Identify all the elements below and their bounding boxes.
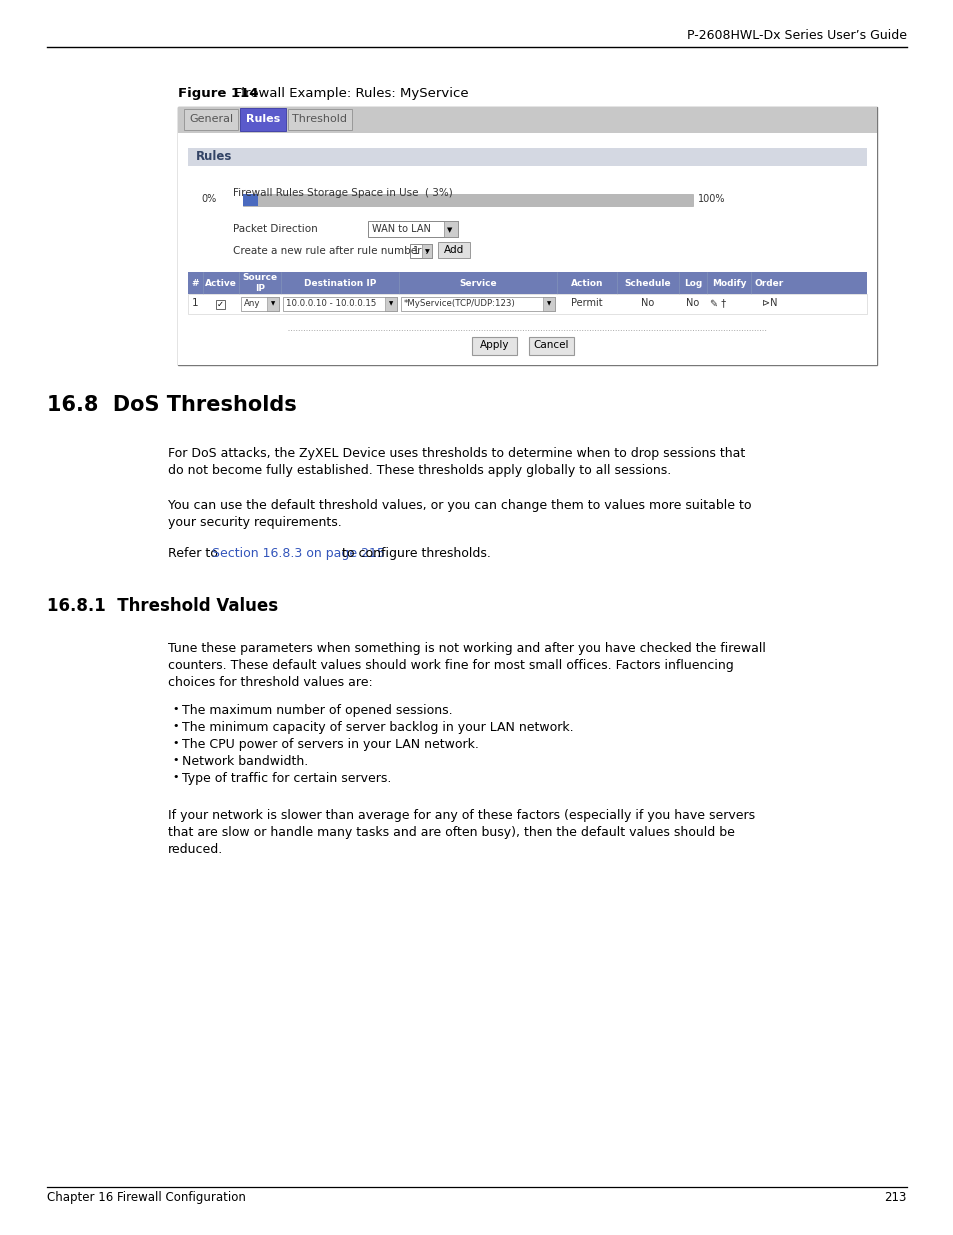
Text: ▼: ▼ xyxy=(271,301,274,306)
Text: You can use the default threshold values, or you can change them to values more : You can use the default threshold values… xyxy=(168,499,751,513)
Text: do not become fully established. These thresholds apply globally to all sessions: do not become fully established. These t… xyxy=(168,464,671,477)
Bar xyxy=(410,245,432,258)
Text: Refer to: Refer to xyxy=(168,547,222,559)
Text: 10.0.0.10 - 10.0.0.15: 10.0.0.10 - 10.0.0.15 xyxy=(286,299,376,308)
Text: Section 16.8.3 on page 215: Section 16.8.3 on page 215 xyxy=(212,547,384,559)
Text: Apply: Apply xyxy=(479,340,509,350)
Text: Any: Any xyxy=(244,299,260,308)
Text: Firewall Example: Rules: MyService: Firewall Example: Rules: MyService xyxy=(222,86,468,100)
Text: No: No xyxy=(685,298,699,308)
Text: Log: Log xyxy=(683,279,701,288)
Bar xyxy=(421,245,432,258)
Bar xyxy=(542,296,555,311)
Bar xyxy=(368,221,457,237)
Bar xyxy=(283,296,396,311)
Bar xyxy=(215,300,225,309)
Text: The CPU power of servers in your LAN network.: The CPU power of servers in your LAN net… xyxy=(182,739,478,751)
Text: No: No xyxy=(640,298,654,308)
Bar xyxy=(178,107,876,366)
Bar xyxy=(243,194,257,206)
Text: The minimum capacity of server backlog in your LAN network.: The minimum capacity of server backlog i… xyxy=(182,721,573,734)
Text: 0%: 0% xyxy=(201,194,216,204)
Text: Destination IP: Destination IP xyxy=(303,279,375,288)
Text: ▼: ▼ xyxy=(546,301,551,306)
Text: Rules: Rules xyxy=(246,114,280,124)
Text: For DoS attacks, the ZyXEL Device uses thresholds to determine when to drop sess: For DoS attacks, the ZyXEL Device uses t… xyxy=(168,447,744,459)
Text: 16.8  DoS Thresholds: 16.8 DoS Thresholds xyxy=(47,395,296,415)
Text: Rules: Rules xyxy=(195,149,233,163)
Text: your security requirements.: your security requirements. xyxy=(168,516,341,529)
Text: •: • xyxy=(172,739,178,748)
Text: If your network is slower than average for any of these factors (especially if y: If your network is slower than average f… xyxy=(168,809,755,823)
Text: Source
IP: Source IP xyxy=(242,273,277,293)
Text: Figure 114: Figure 114 xyxy=(178,86,258,100)
Bar xyxy=(437,242,470,258)
Text: ⊳N: ⊳N xyxy=(760,298,777,308)
Text: Create a new rule after rule number :: Create a new rule after rule number : xyxy=(233,246,428,256)
Text: Modify: Modify xyxy=(711,279,745,288)
Bar xyxy=(472,337,517,354)
Bar xyxy=(178,107,876,133)
Bar xyxy=(443,221,457,237)
Text: 100%: 100% xyxy=(698,194,724,204)
Text: Threshold: Threshold xyxy=(293,114,347,124)
Text: Order: Order xyxy=(754,279,783,288)
Text: 1: 1 xyxy=(192,298,198,308)
Text: *MyService(TCP/UDP:123): *MyService(TCP/UDP:123) xyxy=(403,299,516,308)
Bar xyxy=(385,296,396,311)
Text: 16.8.1  Threshold Values: 16.8.1 Threshold Values xyxy=(47,597,278,615)
Text: Firewall Rules Storage Space in Use  ( 3%): Firewall Rules Storage Space in Use ( 3%… xyxy=(233,188,453,198)
Text: Active: Active xyxy=(205,279,236,288)
Text: that are slow or handle many tasks and are often busy), then the default values : that are slow or handle many tasks and a… xyxy=(168,826,734,839)
Text: ✓: ✓ xyxy=(216,300,224,309)
Bar xyxy=(178,133,876,366)
Text: to configure thresholds.: to configure thresholds. xyxy=(337,547,490,559)
Text: choices for threshold values are:: choices for threshold values are: xyxy=(168,676,373,689)
Bar xyxy=(267,296,278,311)
Text: General: General xyxy=(189,114,233,124)
Text: #: # xyxy=(192,279,199,288)
Bar xyxy=(529,337,574,354)
Bar xyxy=(400,296,555,311)
Bar xyxy=(241,296,278,311)
Bar xyxy=(243,194,692,206)
Text: Add: Add xyxy=(443,245,464,254)
Text: Schedule: Schedule xyxy=(624,279,671,288)
Text: ▼: ▼ xyxy=(424,249,429,254)
Text: counters. These default values should work fine for most small offices. Factors : counters. These default values should wo… xyxy=(168,659,733,672)
Text: Service: Service xyxy=(458,279,497,288)
Bar xyxy=(288,109,352,130)
Text: Tune these parameters when something is not working and after you have checked t: Tune these parameters when something is … xyxy=(168,642,765,655)
Text: reduced.: reduced. xyxy=(168,844,223,856)
Text: Network bandwidth.: Network bandwidth. xyxy=(182,755,308,768)
Text: ▼: ▼ xyxy=(389,301,393,306)
Text: Action: Action xyxy=(570,279,602,288)
Text: 1: 1 xyxy=(413,246,418,256)
Text: •: • xyxy=(172,704,178,714)
Text: 213: 213 xyxy=(883,1191,906,1204)
Text: ▼: ▼ xyxy=(447,227,453,233)
Text: •: • xyxy=(172,755,178,764)
Text: Packet Direction: Packet Direction xyxy=(233,224,317,233)
Text: Permit: Permit xyxy=(571,298,602,308)
Bar xyxy=(240,107,286,131)
Text: WAN to LAN: WAN to LAN xyxy=(372,224,431,233)
Text: ✎ †: ✎ † xyxy=(709,298,725,308)
Bar xyxy=(188,148,866,165)
Text: The maximum number of opened sessions.: The maximum number of opened sessions. xyxy=(182,704,452,718)
Text: Cancel: Cancel xyxy=(533,340,569,350)
Bar xyxy=(188,272,866,294)
Bar xyxy=(188,294,866,314)
Text: •: • xyxy=(172,721,178,731)
Text: •: • xyxy=(172,772,178,782)
Bar xyxy=(184,109,237,130)
Text: P-2608HWL-Dx Series User’s Guide: P-2608HWL-Dx Series User’s Guide xyxy=(686,28,906,42)
Text: Chapter 16 Firewall Configuration: Chapter 16 Firewall Configuration xyxy=(47,1191,246,1204)
Text: Type of traffic for certain servers.: Type of traffic for certain servers. xyxy=(182,772,391,785)
